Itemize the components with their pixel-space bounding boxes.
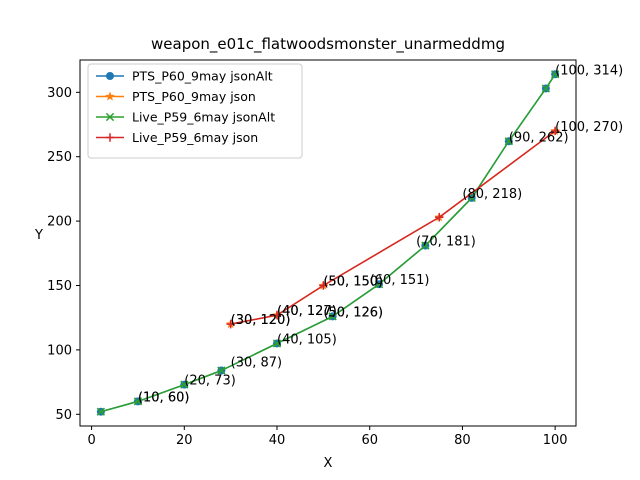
plot-area: (10, 60)(10, 60)(20, 73)(30, 87)(30, 120… — [96, 63, 623, 416]
data-label: (40, 127) — [277, 304, 337, 319]
series-4-point — [435, 213, 444, 222]
data-label: (50, 150) — [323, 275, 383, 290]
axes: 0 20 40 60 80 100 50 100 150 200 250 300 — [47, 59, 577, 448]
legend-label: Live_P59_6may jsonAlt — [132, 110, 275, 125]
series-3-point — [133, 397, 143, 406]
y-tick-label: 200 — [47, 215, 72, 230]
axes-frame — [79, 59, 577, 427]
legend-label: Live_P59_6may json — [132, 130, 258, 145]
series-4-point — [319, 281, 328, 290]
series-3-point — [374, 280, 384, 289]
data-label: (30, 120) — [231, 313, 291, 328]
legend-marker — [105, 112, 115, 122]
legend-entry: Live_P59_6may jsonAlt — [96, 110, 275, 125]
series-3-point — [421, 241, 430, 250]
series-3-point — [272, 339, 282, 348]
series-3-point — [96, 407, 105, 416]
series-3-point — [551, 70, 560, 79]
x-tick-label: 100 — [543, 433, 568, 448]
series-4-point — [272, 310, 282, 320]
data-label: (100, 314) — [555, 63, 623, 78]
series-3-point — [504, 137, 513, 146]
legend-marker — [105, 91, 115, 101]
data-label: (10, 60) — [138, 390, 190, 405]
x-tick-label: 40 — [269, 433, 286, 448]
y-tick-label: 300 — [47, 86, 72, 101]
legend-label: PTS_P60_9may jsonAlt — [132, 69, 273, 84]
y-tick-label: 150 — [47, 279, 72, 294]
legend-entry: Live_P59_6may json — [96, 130, 258, 145]
series-3-line — [100, 73, 556, 413]
legend-marker — [105, 133, 115, 142]
y-tick-label: 100 — [47, 343, 72, 358]
x-tick-label: 60 — [361, 433, 378, 448]
legend-label: PTS_P60_9may json — [132, 89, 256, 104]
data-label: (90, 262) — [509, 130, 569, 145]
y-tick-label: 250 — [47, 150, 72, 165]
data-label: (50, 126) — [323, 305, 383, 320]
series-4 — [226, 126, 560, 329]
data-label: (60, 151) — [370, 273, 430, 288]
data-label: (10, 60) — [138, 390, 190, 405]
series-3-point — [541, 84, 550, 93]
x-tick-label: 80 — [454, 433, 471, 448]
series-4-point — [550, 126, 560, 136]
data-label: (30, 87) — [231, 356, 283, 371]
x-tick-label: 0 — [87, 433, 95, 448]
chart-title: weapon_e01c_flatwoodsmonster_unarmeddmg — [151, 35, 505, 54]
data-label: (30, 120) — [231, 313, 291, 328]
data-label: (80, 218) — [462, 187, 522, 202]
data-label: (40, 105) — [277, 332, 337, 347]
y-tick-label: 50 — [55, 408, 72, 423]
legend: PTS_P60_9may jsonAlt PTS_P60_9may json Liv… — [87, 63, 303, 159]
data-label: (100, 270) — [555, 120, 623, 135]
y-axis-label: Y — [34, 228, 43, 243]
data-label: (50, 126) — [323, 305, 383, 320]
data-label: (20, 73) — [184, 374, 236, 389]
data-label: (70, 181) — [416, 235, 476, 250]
series-3-point — [180, 380, 189, 389]
legend-entry: PTS_P60_9may jsonAlt — [96, 69, 273, 84]
series-3-point — [328, 312, 337, 321]
series-4-point — [226, 319, 235, 329]
data-label: (50, 150) — [323, 275, 383, 290]
data-label: (40, 127) — [277, 304, 337, 319]
series-3 — [96, 70, 560, 416]
legend-marker — [106, 72, 114, 80]
x-tick-label: 20 — [176, 433, 193, 448]
series-3-point — [217, 366, 226, 375]
legend-box — [87, 63, 303, 159]
annotations: (10, 60)(10, 60)(20, 73)(30, 87)(30, 120… — [138, 63, 623, 405]
x-axis-label: X — [324, 456, 333, 471]
legend-entry: PTS_P60_9may json — [96, 89, 256, 104]
